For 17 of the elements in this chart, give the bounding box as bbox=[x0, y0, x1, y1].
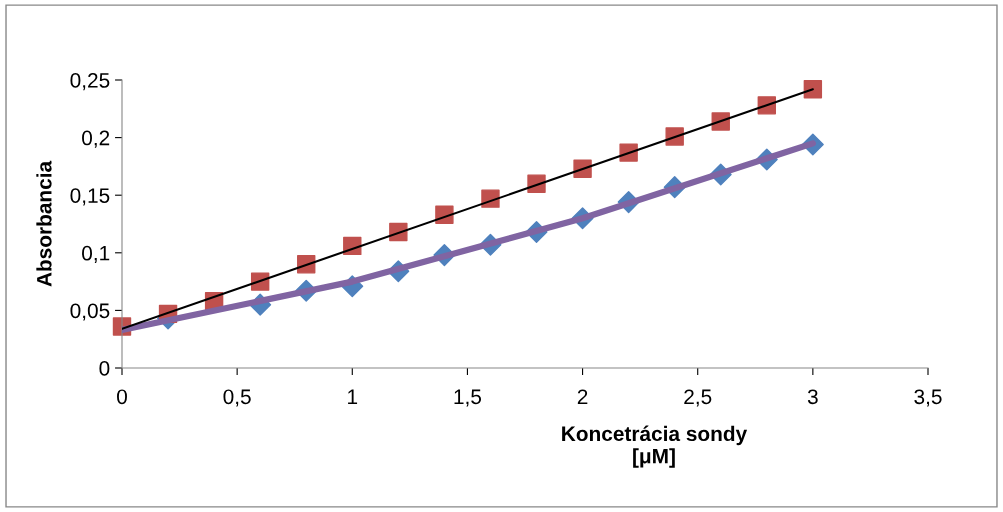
x-tick-label: 2,5 bbox=[684, 389, 712, 407]
x-tick-label: 1,5 bbox=[454, 389, 482, 407]
x-tick-label: 3 bbox=[807, 389, 818, 405]
x-axis-title: Koncetrácia sondy [μM] bbox=[562, 425, 748, 468]
x-tick-label: 0,5 bbox=[223, 389, 251, 407]
x-tick-label: 0 bbox=[117, 389, 127, 405]
x-tick-label: 3,5 bbox=[914, 389, 942, 407]
x-tick-label: 1 bbox=[348, 389, 358, 404]
y-axis-title: Absorbancia bbox=[36, 160, 52, 287]
y-tick-label: 0,25 bbox=[70, 73, 110, 91]
y-tick-label: 0 bbox=[99, 361, 110, 376]
y-tick-label: 0,1 bbox=[82, 245, 110, 264]
x-tick-label: 2 bbox=[577, 389, 588, 404]
y-tick-label: 0,2 bbox=[82, 130, 110, 148]
y-tick-label: 0,05 bbox=[70, 303, 110, 321]
y-tick-label: 0,15 bbox=[70, 188, 110, 206]
point bbox=[803, 80, 823, 99]
